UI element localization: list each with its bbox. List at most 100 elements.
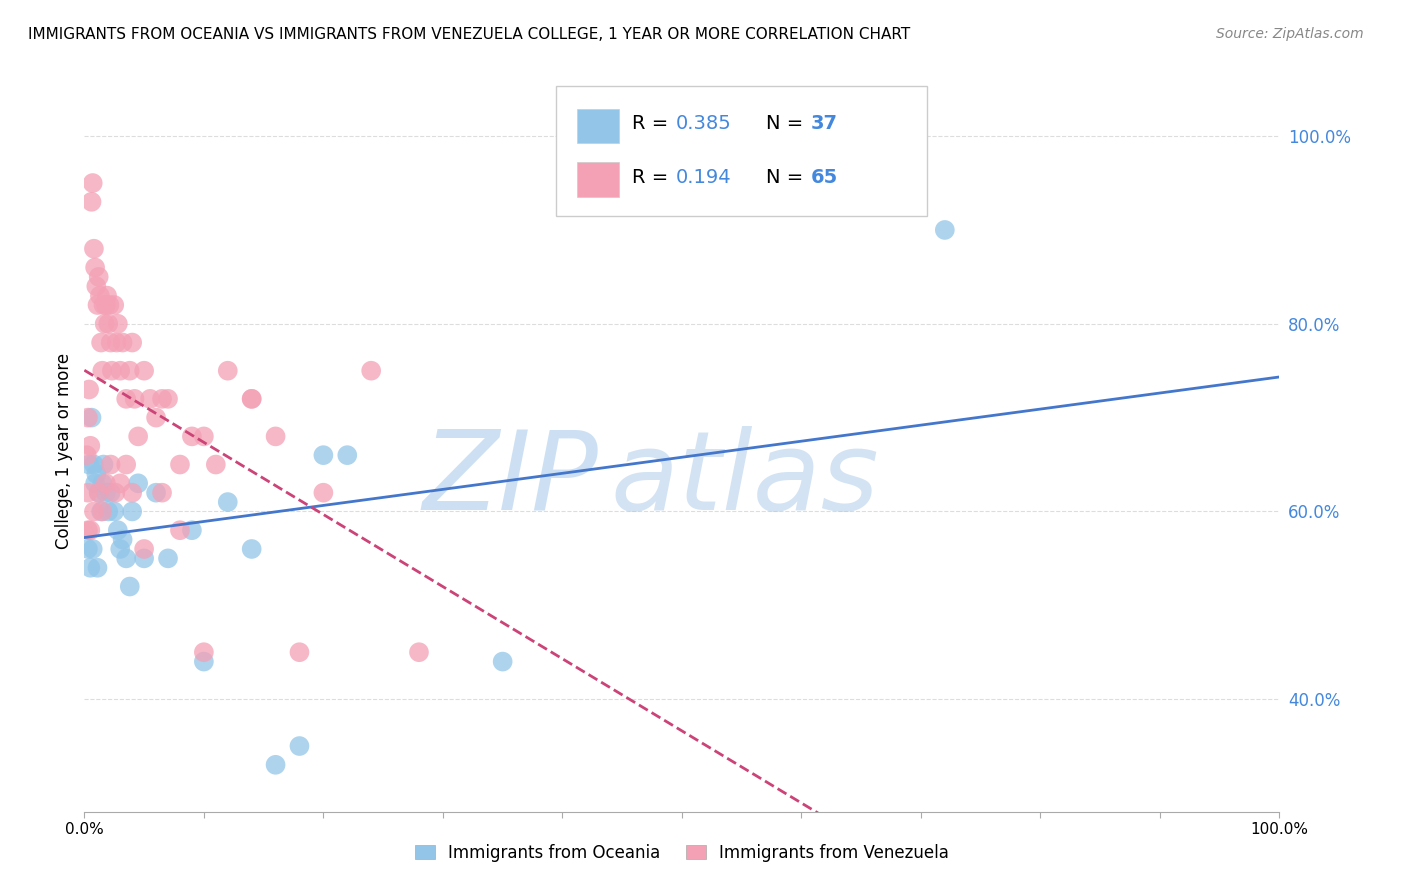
Point [145,410,167,425]
Point [86,279,108,293]
Point [94,476,117,491]
Point [82,541,104,556]
Point [77,410,100,425]
Point [83,242,105,256]
Text: Source: ZipAtlas.com: Source: ZipAtlas.com [1216,27,1364,41]
Point [150,485,173,500]
FancyBboxPatch shape [576,109,619,144]
Point [193,645,215,659]
Point [97,317,120,331]
Point [150,392,173,406]
Point [86,560,108,574]
Point [94,485,117,500]
Point [492,655,515,669]
Text: atlas: atlas [610,425,879,533]
Point [77,541,100,556]
Point [157,392,180,406]
Point [217,364,239,378]
Point [118,364,141,378]
Point [157,551,180,566]
Point [115,392,138,406]
Point [121,504,143,518]
Point [169,458,191,472]
FancyBboxPatch shape [576,162,619,197]
Point [91,476,114,491]
Text: 37: 37 [811,114,838,134]
Point [107,317,129,331]
Legend: Immigrants from Oceania, Immigrants from Venezuela: Immigrants from Oceania, Immigrants from… [408,837,956,869]
Point [132,551,156,566]
Point [83,504,105,518]
Point [934,223,956,237]
Point [118,580,141,594]
Point [115,458,138,472]
Point [79,523,101,537]
Point [97,504,120,518]
Point [98,298,121,312]
Point [193,429,215,443]
Text: N =: N = [766,114,808,134]
Point [240,541,263,556]
Point [77,485,100,500]
Point [127,476,149,491]
Text: R =: R = [631,168,675,186]
Point [181,429,204,443]
Point [103,504,125,518]
Point [132,364,156,378]
Point [169,523,191,537]
Point [100,485,122,500]
Point [80,194,103,209]
Point [110,476,132,491]
Y-axis label: College, 1 year or more: College, 1 year or more [55,352,73,549]
Text: 0.194: 0.194 [676,168,731,186]
Point [104,485,127,500]
Point [96,288,118,302]
Text: R =: R = [631,114,675,134]
Point [93,298,115,312]
Point [90,504,112,518]
Point [145,485,167,500]
Point [240,392,263,406]
Point [86,298,108,312]
Point [139,392,162,406]
Point [84,260,107,275]
Point [115,551,138,566]
Point [77,383,100,397]
Text: ZIP: ZIP [422,425,599,533]
Point [86,467,108,481]
Point [77,458,100,472]
Point [111,335,134,350]
Point [110,364,132,378]
Point [360,364,382,378]
Point [84,476,107,491]
Point [264,757,287,772]
Point [288,645,311,659]
Point [101,364,124,378]
Point [93,317,115,331]
Point [90,335,112,350]
Point [100,335,122,350]
Point [79,439,101,453]
Point [89,288,111,302]
Point [91,504,114,518]
Point [288,739,311,753]
Point [79,560,101,574]
Point [312,448,335,462]
Point [83,458,105,472]
Point [124,392,146,406]
Point [87,485,110,500]
Point [77,523,100,537]
Point [264,429,287,443]
Point [103,298,125,312]
Text: 0.385: 0.385 [676,114,731,134]
Point [240,392,263,406]
Point [107,523,129,537]
Point [111,533,134,547]
Point [82,176,104,190]
Point [105,335,128,350]
Point [205,458,228,472]
Point [336,448,359,462]
Text: N =: N = [766,168,808,186]
Point [93,458,115,472]
Point [100,458,122,472]
